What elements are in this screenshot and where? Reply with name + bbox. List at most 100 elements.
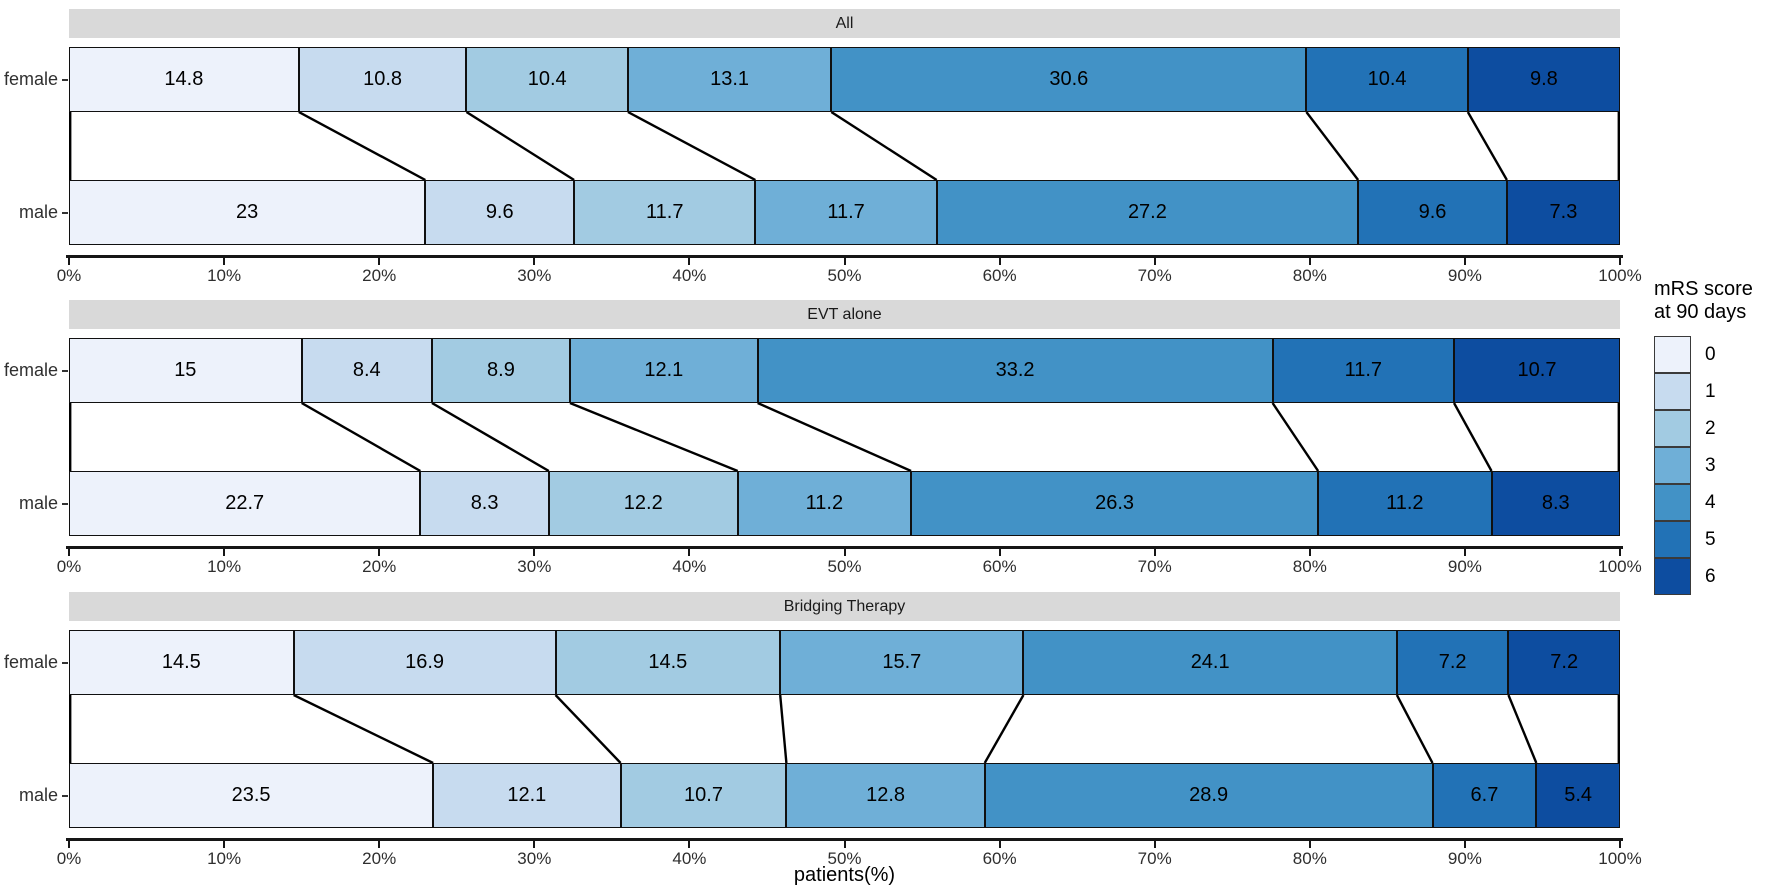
bar-segment: 6.7 (1432, 763, 1537, 828)
bar-segment: 23.5 (69, 763, 434, 828)
bar-segment: 9.6 (1358, 180, 1507, 245)
bar-segment: 11.2 (1318, 471, 1492, 536)
bar-segment: 16.9 (293, 630, 556, 695)
row-label-female: female (3, 651, 58, 672)
x-tick (998, 546, 1001, 556)
bar-segment: 14.5 (555, 630, 781, 695)
legend-item: 3 (1654, 447, 1772, 484)
x-tick (1463, 838, 1466, 848)
connector-line (569, 403, 739, 471)
bar-segment: 5.4 (1536, 763, 1620, 828)
bar-segment: 26.3 (911, 471, 1319, 536)
bar-segment-value: 11.2 (1386, 492, 1424, 514)
row-label-male: male (18, 492, 58, 513)
bar-segment-value: 23 (236, 201, 259, 223)
bar-segment: 10.4 (1306, 47, 1468, 112)
x-tick-label: 20% (362, 557, 397, 576)
x-tick-label: 70% (1137, 266, 1172, 285)
bar-segment-value: 10.7 (1517, 359, 1557, 381)
x-tick (1619, 838, 1621, 848)
connector-lines-svg (69, 112, 1620, 180)
bar-segment-value: 14.8 (164, 68, 204, 90)
bar-segment: 9.6 (425, 180, 575, 245)
bar-segment-value: 15.7 (882, 651, 922, 673)
bar-segment: 11.7 (1272, 338, 1455, 403)
bar-segment-value: 24.1 (1190, 651, 1230, 673)
x-tick-label: 0% (56, 557, 82, 576)
legend-swatch (1654, 521, 1691, 558)
x-tick (1463, 255, 1466, 265)
x-tick-label: 10% (207, 266, 242, 285)
row-label-female: female (3, 359, 58, 380)
legend-item: 5 (1654, 521, 1772, 558)
bar-segment-value: 7.3 (1549, 201, 1578, 223)
bar-segment: 12.8 (786, 763, 985, 828)
bar-segment: 13.1 (627, 47, 832, 112)
x-tick-label: 80% (1292, 849, 1327, 868)
bar-segment: 23 (69, 180, 426, 245)
x-tick (1153, 838, 1156, 848)
panel-strip: All (69, 9, 1620, 38)
connector-line (983, 695, 1025, 763)
bar-segment: 7.2 (1508, 630, 1620, 695)
connector-line (757, 403, 912, 471)
legend-item: 0 (1654, 336, 1772, 373)
bar-segment-value: 33.2 (995, 359, 1035, 381)
y-tick (62, 794, 68, 797)
bar-segment-value: 12.8 (866, 784, 906, 806)
x-tick-label: 10% (207, 557, 242, 576)
x-tick-label: 30% (517, 266, 552, 285)
connector-line (301, 403, 421, 471)
bar-segment: 10.4 (466, 47, 628, 112)
legend-item-label: 1 (1705, 380, 1716, 402)
connector-lines-svg (69, 695, 1620, 763)
x-tick-label: 70% (1137, 849, 1172, 868)
x-tick-label: 0% (56, 849, 82, 868)
x-tick (378, 255, 381, 265)
x-tick-label: 70% (1137, 557, 1172, 576)
x-tick-label: 30% (517, 849, 552, 868)
bar-segment-value: 12.1 (507, 784, 547, 806)
x-tick-label: 90% (1447, 557, 1482, 576)
bar-segment-value: 14.5 (161, 651, 201, 673)
x-tick (68, 255, 70, 265)
bar-segment-value: 11.7 (827, 201, 865, 223)
x-tick-label: 50% (827, 266, 862, 285)
connector-line (627, 112, 756, 180)
connector-line (1452, 403, 1493, 471)
legend-title: mRS score at 90 days (1654, 278, 1772, 324)
x-tick (1619, 255, 1621, 265)
bar-segment-value: 10.7 (684, 784, 723, 806)
legend-item-label: 0 (1705, 343, 1716, 365)
bar-segment-value: 7.2 (1550, 651, 1579, 673)
x-tick (68, 546, 70, 556)
legend: mRS score at 90 days 0 1 2 3 4 5 6 (1654, 278, 1772, 595)
x-tick (843, 255, 846, 265)
bar-male: 23 9.6 11.7 11.7 27.2 9.6 7.3 (69, 180, 1620, 245)
bar-segment: 11.7 (574, 180, 756, 245)
bar-segment-value: 6.7 (1470, 784, 1499, 806)
bar-segment: 10.7 (620, 763, 787, 828)
bar-male: 23.5 12.1 10.7 12.8 28.9 6.7 5.4 (69, 763, 1620, 828)
bar-segment-value: 23.5 (231, 784, 271, 806)
bar-segment-value: 11.2 (805, 492, 844, 514)
bar-segment: 12.2 (548, 471, 738, 536)
x-tick-label: 100% (1598, 849, 1642, 868)
bar-segment: 14.8 (69, 47, 299, 112)
legend-item-label: 5 (1705, 528, 1716, 550)
bar-segment: 12.1 (433, 763, 621, 828)
x-tick-label: 80% (1292, 557, 1327, 576)
bar-segment-value: 8.3 (1541, 492, 1570, 514)
x-tick-label: 90% (1447, 266, 1482, 285)
x-tick (843, 838, 846, 848)
bar-segment-value: 28.9 (1189, 784, 1229, 806)
panel-strip-title: Bridging Therapy (783, 598, 906, 615)
bar-segment: 11.2 (737, 471, 912, 536)
legend-swatch (1654, 410, 1691, 447)
bar-segment: 22.7 (69, 471, 421, 536)
connector-line (431, 403, 550, 471)
x-tick (533, 546, 536, 556)
legend-title-line2: at 90 days (1654, 301, 1747, 323)
x-tick-label: 50% (827, 849, 862, 868)
